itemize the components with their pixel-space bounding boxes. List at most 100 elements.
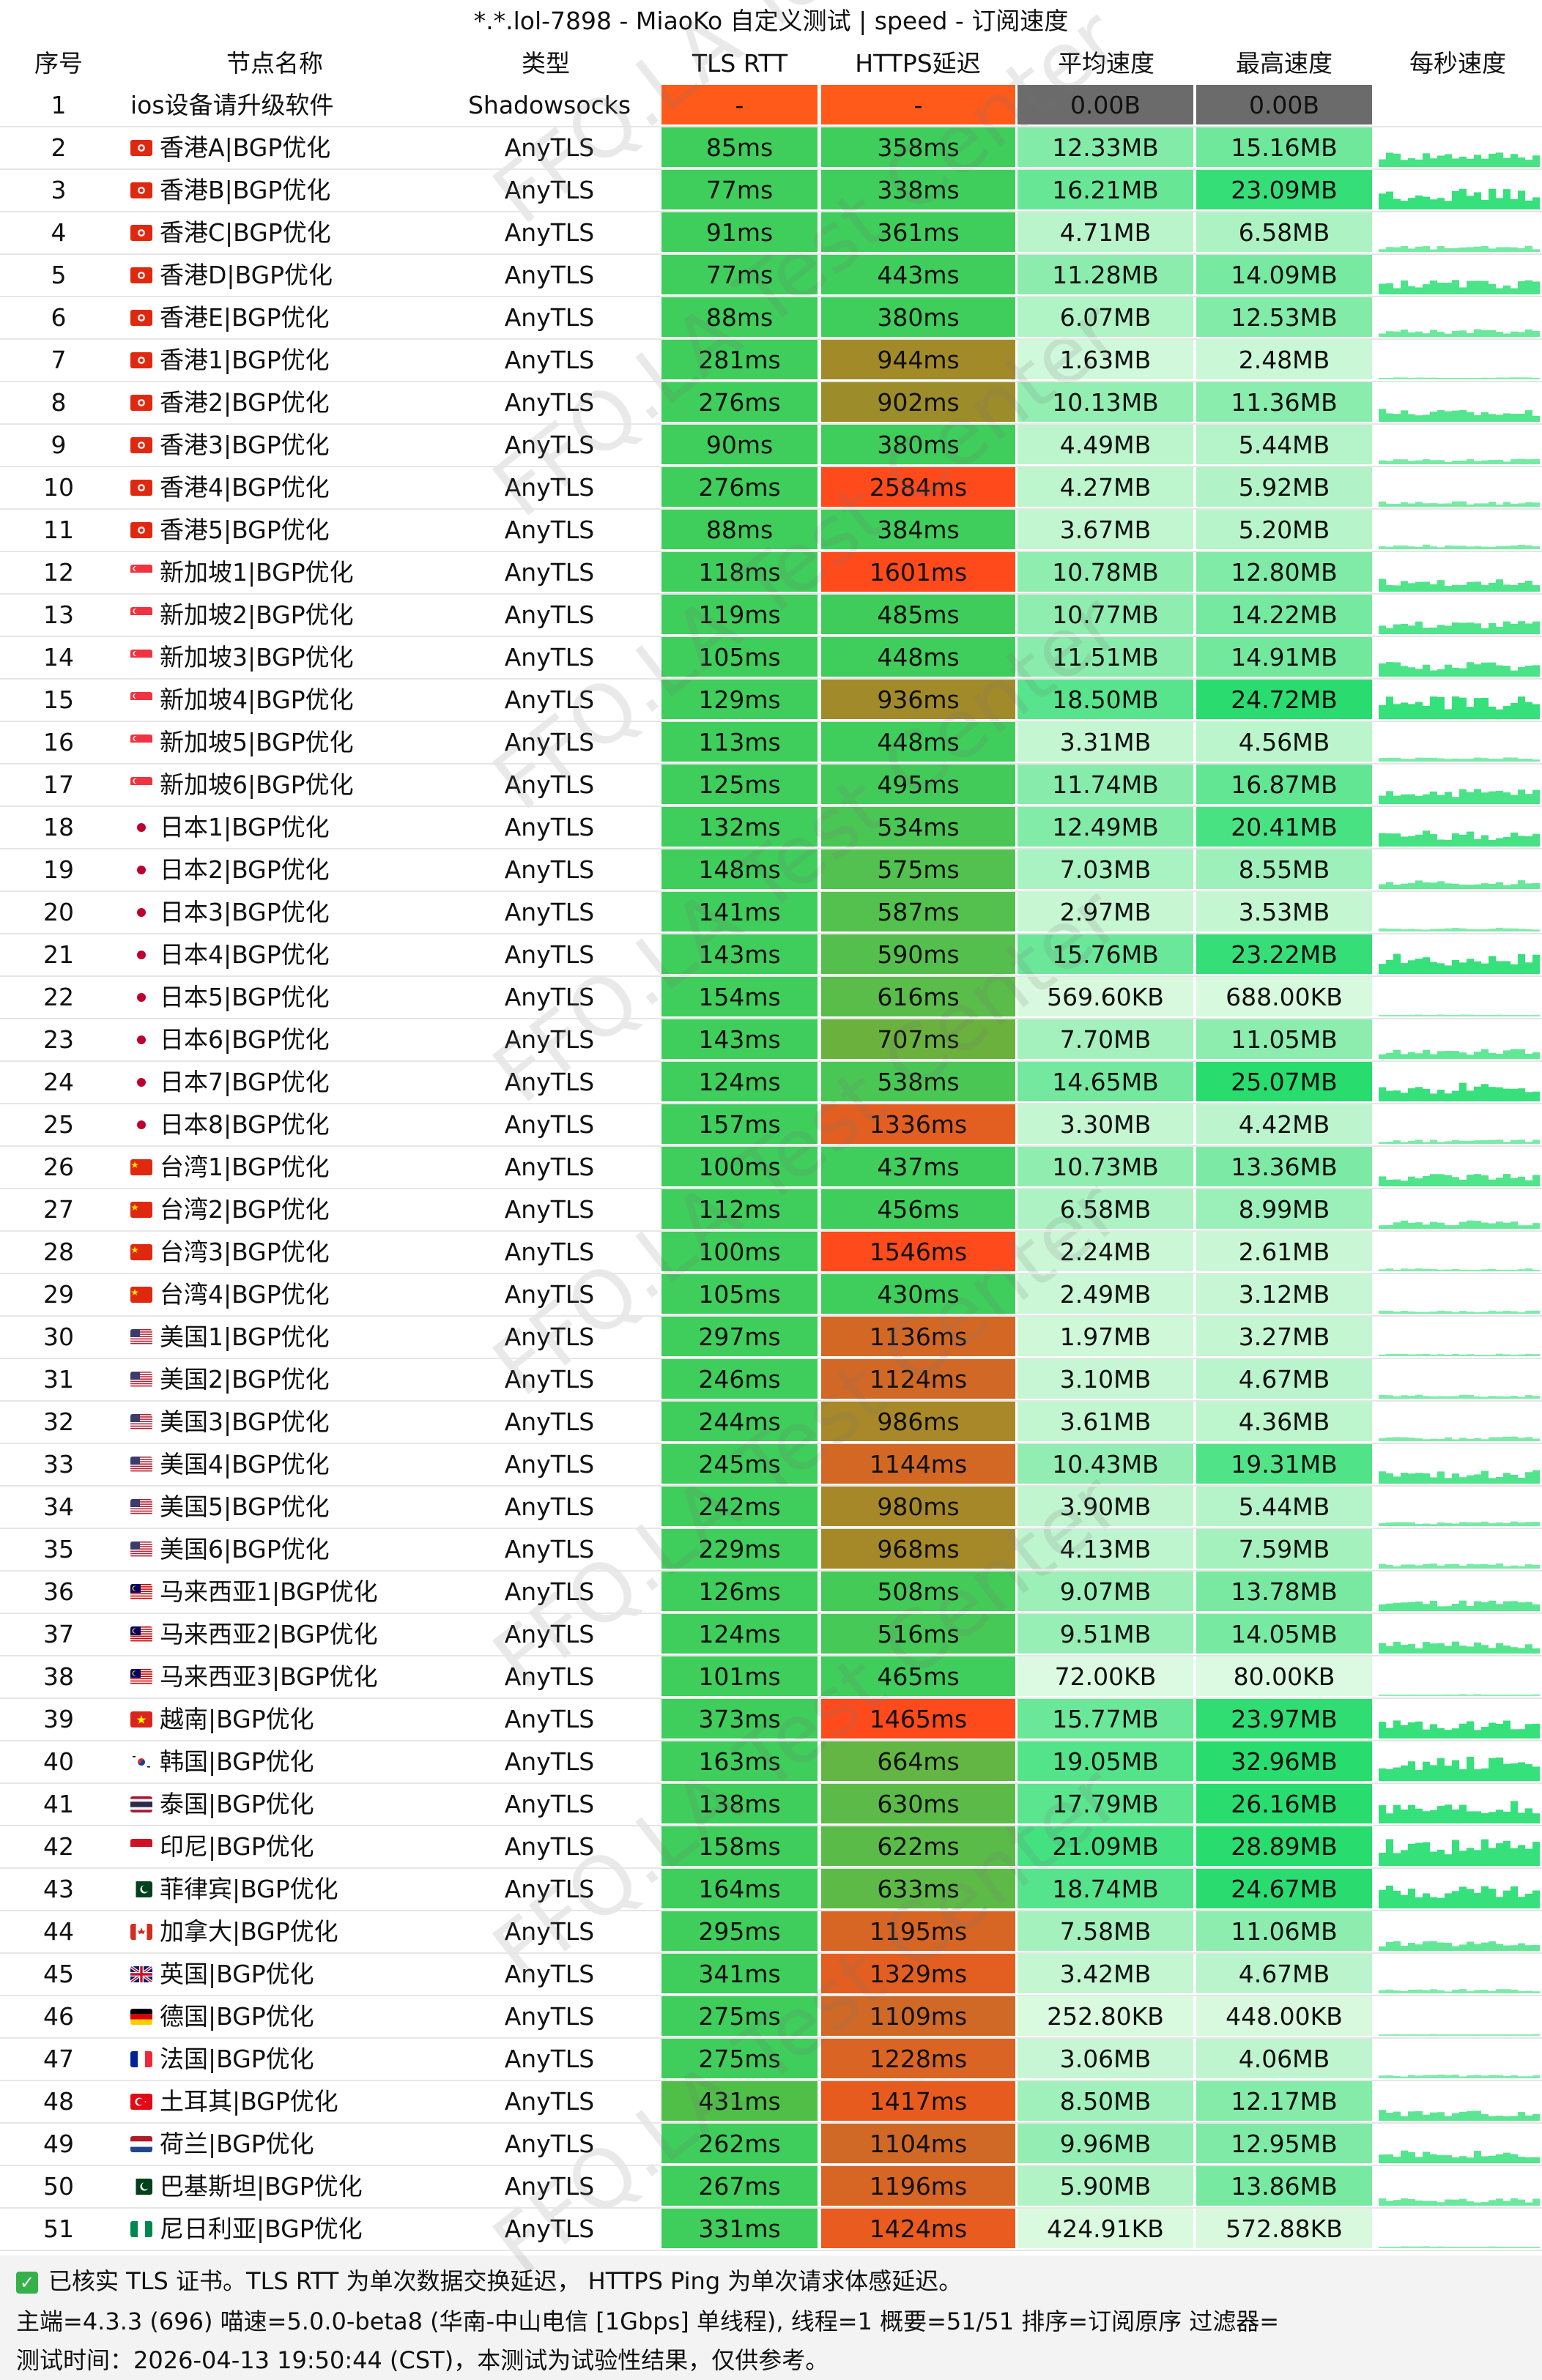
table-row[interactable]: 44 加拿大|BGP优化 AnyTLS 295ms 1195ms 7.58MB 11.06M…	[0, 1911, 1542, 1954]
table-row[interactable]: 9 香港3|BGP优化 AnyTLS 90ms 380ms 4.49MB 5.44MB	[0, 425, 1542, 467]
table-row[interactable]: 46 德国|BGP优化 AnyTLS 275ms 1109ms 252.80KB 448.0…	[0, 1996, 1542, 2039]
sparkline-bar	[1437, 1643, 1445, 1654]
sparkline-bar	[1386, 1839, 1393, 1866]
table-row[interactable]: 24 日本7|BGP优化 AnyTLS 124ms 538ms 14.65MB 25.07M…	[0, 1062, 1542, 1104]
table-row[interactable]: 40 韩国|BGP优化 AnyTLS 163ms 664ms 19.05MB 32.96MB	[0, 1741, 1542, 1784]
row-protocol-type: AnyTLS	[504, 2214, 595, 2243]
sparkline-bar	[1503, 1396, 1511, 1399]
table-row[interactable]: 36 马来西亚1|BGP优化 AnyTLS 126ms 508ms 9.07MB 13.78…	[0, 1572, 1542, 1614]
table-header: 序号 节点名称 类型 TLS RTT HTTPS延迟 平均速度 最高速度 每秒速度	[0, 42, 1542, 85]
table-row[interactable]: 45 英国|BGP优化 AnyTLS 341ms 1329ms 3.42MB 4.67MB	[0, 1954, 1542, 1996]
row-protocol-type: AnyTLS	[504, 2087, 595, 2116]
sparkline-bar	[1445, 1606, 1452, 1611]
table-row[interactable]: 5 香港D|BGP优化 AnyTLS 77ms 443ms 11.28MB 14.09MB	[0, 255, 1542, 297]
table-row[interactable]: 16 新加坡5|BGP优化 AnyTLS 113ms 448ms 3.31MB 4.56MB	[0, 722, 1542, 765]
table-row[interactable]: 20 日本3|BGP优化 AnyTLS 141ms 587ms 2.97MB 3.53MB	[0, 892, 1542, 934]
sparkline-bar	[1423, 1990, 1430, 1993]
table-row[interactable]: 30 美国1|BGP优化 AnyTLS 297ms 1136ms 1.97MB 3.27MB	[0, 1317, 1542, 1359]
table-row[interactable]: 51 尼日利亚|BGP优化 AnyTLS 331ms 1424ms 424.91KB 572…	[0, 2209, 1542, 2251]
node-name-text: 新加坡6|BGP优化	[160, 770, 354, 799]
sparkline-bar	[1393, 1140, 1401, 1144]
sparkline-bar	[1393, 1396, 1401, 1399]
table-row[interactable]: 38 马来西亚3|BGP优化 AnyTLS 101ms 465ms 72.00KB 80.0…	[0, 1656, 1542, 1699]
header-avg-speed[interactable]: 平均速度	[1058, 49, 1154, 78]
sparkline-bar	[1525, 329, 1532, 337]
table-row[interactable]: 31 美国2|BGP优化 AnyTLS 246ms 1124ms 3.10MB 4.67MB	[0, 1359, 1542, 1402]
row-protocol-type: AnyTLS	[504, 1407, 595, 1436]
table-row[interactable]: 39 越南|BGP优化 AnyTLS 373ms 1465ms 15.77MB 23.97M…	[0, 1699, 1542, 1741]
table-row[interactable]: 22 日本5|BGP优化 AnyTLS 154ms 616ms 569.60KB 688.0…	[0, 977, 1542, 1019]
sparkline-bar	[1408, 704, 1415, 719]
sparkline-bar	[1467, 1140, 1474, 1144]
table-row[interactable]: 32 美国3|BGP优化 AnyTLS 244ms 986ms 3.61MB 4.36MB	[0, 1402, 1542, 1444]
sparkline-bar	[1489, 622, 1496, 634]
header-index[interactable]: 序号	[34, 49, 83, 78]
table-row[interactable]: 11 香港5|BGP优化 AnyTLS 88ms 384ms 3.67MB 5.20MB	[0, 510, 1542, 552]
table-row[interactable]: 2 香港A|BGP优化 AnyTLS 85ms 358ms 12.33MB 15.16MB	[0, 127, 1542, 170]
table-row[interactable]: 8 香港2|BGP优化 AnyTLS 276ms 902ms 10.13MB 11.36MB	[0, 382, 1542, 425]
sparkline-bar	[1481, 2202, 1489, 2206]
header-type[interactable]: 类型	[522, 49, 570, 78]
table-row[interactable]: 21 日本4|BGP优化 AnyTLS 143ms 590ms 15.76MB 23.22M…	[0, 934, 1542, 977]
table-row[interactable]: 18 日本1|BGP优化 AnyTLS 132ms 534ms 12.49MB 20.41M…	[0, 807, 1542, 849]
header-max-speed[interactable]: 最高速度	[1236, 49, 1332, 78]
cn-flag-icon	[129, 1280, 160, 1309]
table-row[interactable]: 26 台湾1|BGP优化 AnyTLS 100ms 437ms 10.73MB 13.36M…	[0, 1147, 1542, 1189]
header-per-second[interactable]: 每秒速度	[1409, 49, 1506, 78]
sparkline-bar	[1518, 621, 1525, 634]
table-row[interactable]: 1 ios设备请升级软件 Shadowsocks - -0.00B 0.00B	[0, 85, 1542, 127]
header-node-name[interactable]: 节点名称	[226, 49, 323, 78]
sparkline-bar	[1489, 956, 1496, 974]
table-row[interactable]: 43 菲律宾|BGP优化 AnyTLS 164ms 633ms 18.74MB 24.67M…	[0, 1869, 1542, 1911]
sparkline-bar	[1452, 248, 1459, 252]
table-row[interactable]: 42 印尼|BGP优化 AnyTLS 158ms 622ms 21.09MB 28.89MB	[0, 1826, 1542, 1869]
table-row[interactable]: 14 新加坡3|BGP优化 AnyTLS 105ms 448ms 11.51MB 14.91…	[0, 637, 1542, 680]
table-row[interactable]: 47 法国|BGP优化 AnyTLS 275ms 1228ms 3.06MB 4.06MB	[0, 2039, 1542, 2081]
table-row[interactable]: 29 台湾4|BGP优化 AnyTLS 105ms 430ms 2.49MB 3.12MB	[0, 1274, 1542, 1317]
sparkline-bar	[1489, 1812, 1496, 1823]
row-divider	[0, 1358, 1542, 1359]
sparkline-bar	[1408, 1015, 1415, 1016]
table-row[interactable]: 19 日本2|BGP优化 AnyTLS 148ms 575ms 7.03MB 8.55MB	[0, 849, 1542, 892]
table-row[interactable]: 15 新加坡4|BGP优化 AnyTLS 129ms 936ms 18.50MB 24.72…	[0, 680, 1542, 722]
table-row[interactable]: 35 美国6|BGP优化 AnyTLS 229ms 968ms 4.13MB 7.59MB	[0, 1529, 1542, 1572]
sparkline-bar	[1496, 1270, 1503, 1271]
table-row[interactable]: 25 日本8|BGP优化 AnyTLS 157ms 1336ms 3.30MB 4.42MB	[0, 1104, 1542, 1147]
table-row[interactable]: 28 台湾3|BGP优化 AnyTLS 100ms 1546ms 2.24MB 2.61MB	[0, 1232, 1542, 1274]
sparkline-bar	[1408, 1222, 1415, 1229]
sparkline-bar	[1496, 1087, 1503, 1101]
table-row[interactable]: 50 巴基斯坦|BGP优化 AnyTLS 267ms 1196ms 5.90MB 13.86…	[0, 2166, 1542, 2209]
table-row[interactable]: 37 马来西亚2|BGP优化 AnyTLS 124ms 516ms 9.51MB 14.05…	[0, 1614, 1542, 1656]
table-row[interactable]: 34 美国5|BGP优化 AnyTLS 242ms 980ms 3.90MB 5.44MB	[0, 1487, 1542, 1529]
table-row[interactable]: 27 台湾2|BGP优化 AnyTLS 112ms 456ms 6.58MB 8.99MB	[0, 1189, 1542, 1232]
row-divider	[0, 381, 1542, 382]
sparkline-bar	[1525, 836, 1532, 847]
table-row[interactable]: 6 香港E|BGP优化 AnyTLS 88ms 380ms 6.07MB 12.53MB	[0, 297, 1542, 340]
sparkline-bar	[1532, 415, 1540, 422]
sparkline-bar	[1452, 410, 1459, 422]
table-row[interactable]: 48 土耳其|BGP优化 AnyTLS 431ms 1417ms 8.50MB 12.17M…	[0, 2081, 1542, 2124]
table-row[interactable]: 49 荷兰|BGP优化 AnyTLS 262ms 1104ms 9.96MB 12.95MB	[0, 2124, 1542, 2166]
table-row[interactable]: 17 新加坡6|BGP优化 AnyTLS 125ms 495ms 11.74MB 16.87…	[0, 765, 1542, 807]
table-row[interactable]: 10 香港4|BGP优化 AnyTLS 276ms 2584ms 4.27MB 5.92MB	[0, 467, 1542, 510]
sparkline-bar	[1379, 460, 1386, 464]
table-row[interactable]: 12 新加坡1|BGP优化 AnyTLS 118ms 1601ms 10.78MB 12.8…	[0, 552, 1542, 595]
sparkline-bar	[1474, 1140, 1481, 1144]
sparkline-bar	[1459, 1769, 1467, 1781]
table-row[interactable]: 7 香港1|BGP优化 AnyTLS 281ms 944ms 1.63MB 2.48MB	[0, 340, 1542, 382]
table-row[interactable]: 33 美国4|BGP优化 AnyTLS 245ms 1144ms 10.43MB 19.31…	[0, 1444, 1542, 1487]
table-row[interactable]: 23 日本6|BGP优化 AnyTLS 143ms 707ms 7.70MB 11.05MB	[0, 1019, 1542, 1062]
sparkline-bar	[1408, 1643, 1415, 1654]
sparkline-bar	[1525, 702, 1532, 719]
sparkline-bar	[1511, 623, 1518, 634]
table-row[interactable]: 41 泰国|BGP优化 AnyTLS 138ms 630ms 17.79MB 26.16MB	[0, 1784, 1542, 1826]
header-https-latency[interactable]: HTTPS延迟	[855, 49, 981, 78]
table-row[interactable]: 4 香港C|BGP优化 AnyTLS 91ms 361ms 4.71MB 6.58MB	[0, 212, 1542, 255]
row-divider	[0, 508, 1542, 510]
sg-flag-icon	[129, 728, 160, 756]
table-row[interactable]: 13 新加坡2|BGP优化 AnyTLS 119ms 485ms 10.77MB 14.22…	[0, 595, 1542, 637]
sparkline-bar	[1496, 1643, 1503, 1654]
sparkline-bar	[1496, 1178, 1503, 1186]
header-tls-rtt[interactable]: TLS RTT	[692, 49, 788, 78]
table-row[interactable]: 3 香港B|BGP优化 AnyTLS 77ms 338ms 16.21MB 23.09MB	[0, 170, 1542, 212]
